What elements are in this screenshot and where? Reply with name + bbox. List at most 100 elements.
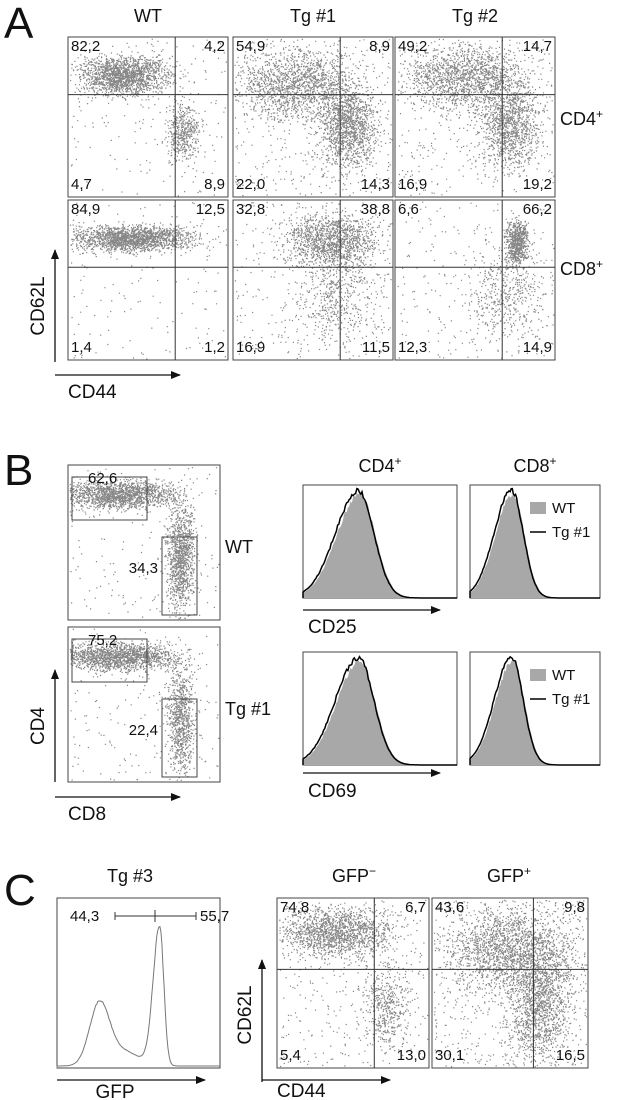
gate-value: 44,3 xyxy=(70,908,99,925)
quadrant-value: 19,2 xyxy=(523,176,552,193)
quadrant-value: 1,4 xyxy=(71,339,92,356)
quadrant-value: 6,7 xyxy=(405,899,426,916)
quadrant-value: 14,3 xyxy=(361,176,390,193)
gate xyxy=(161,536,198,616)
quadrant-value: 4,7 xyxy=(71,176,92,193)
quadrant-value: 16,9 xyxy=(236,339,265,356)
axis-label: CD62L xyxy=(235,985,256,1044)
histogram-line xyxy=(56,925,220,1068)
legend-swatch xyxy=(530,502,546,514)
plot-frame xyxy=(67,199,229,361)
quadrant-value: 9,8 xyxy=(564,899,585,916)
plot-frame xyxy=(67,464,221,621)
quadrant-value: 16,5 xyxy=(556,1047,585,1064)
panel-label: A xyxy=(4,0,34,48)
quadrant-value: 22,0 xyxy=(236,176,265,193)
histogram-fill xyxy=(470,661,600,765)
axis-label: GFP xyxy=(95,1082,134,1100)
column-header-main: CD8 xyxy=(513,456,549,476)
quadrant-value: 12,3 xyxy=(398,339,427,356)
quadrant-value: 84,9 xyxy=(71,201,100,218)
histogram-line xyxy=(302,487,457,599)
axis-label: CD44 xyxy=(68,382,117,403)
row-label-sup: + xyxy=(596,257,603,271)
gate xyxy=(161,698,198,778)
gate xyxy=(71,638,148,683)
quadrant-value: 30,1 xyxy=(435,1047,464,1064)
quadrant-value: 11,5 xyxy=(362,339,390,356)
gate-value: 62,6 xyxy=(88,470,117,487)
column-header: Tg #2 xyxy=(452,6,498,26)
panel-label: C xyxy=(4,866,36,915)
axis-label: CD4 xyxy=(28,707,49,745)
axis-label: CD62L xyxy=(28,276,49,335)
legend-label: WT xyxy=(552,667,575,684)
column-header-sup: − xyxy=(369,864,376,878)
quadrant-value: 16,9 xyxy=(398,176,427,193)
column-header: CD4+ xyxy=(358,454,401,476)
histogram-line xyxy=(469,487,600,599)
quadrant-value: 49,2 xyxy=(398,38,427,55)
quadrant-value: 8,9 xyxy=(369,38,390,55)
column-header-sup: + xyxy=(395,454,402,468)
row-label: Tg #1 xyxy=(225,699,271,719)
events xyxy=(397,201,555,359)
axis-label: CD44 xyxy=(277,1081,326,1100)
histogram-fill xyxy=(303,492,457,598)
quadrant-value: 43,6 xyxy=(435,899,464,916)
column-header: Tg #1 xyxy=(290,6,336,26)
plot-frame xyxy=(394,36,556,198)
legend-swatch xyxy=(530,669,546,681)
row-label-main: CD8 xyxy=(560,259,596,279)
plot-frame xyxy=(232,199,394,361)
quadrant-value: 14,7 xyxy=(523,38,552,55)
quadrant-value: 74,8 xyxy=(280,899,309,916)
axis-label: CD8 xyxy=(68,804,106,825)
quadrant-value: 1,2 xyxy=(204,339,225,356)
quadrant-value: 4,2 xyxy=(204,38,225,55)
quadrant-value: 6,6 xyxy=(398,201,419,218)
gate-value: 34,3 xyxy=(129,560,158,577)
row-label: CD4+ xyxy=(560,107,603,129)
column-header-main: GFP xyxy=(332,866,369,886)
column-header: CD8+ xyxy=(513,454,556,476)
axis-label: CD25 xyxy=(308,617,357,638)
column-header-main: CD4 xyxy=(358,456,394,476)
plot-frame xyxy=(431,897,589,1069)
legend-label: WT xyxy=(552,500,575,517)
column-header-main: GFP xyxy=(487,866,524,886)
row-label-sup: + xyxy=(596,107,603,121)
histogram-fill xyxy=(470,494,600,598)
quadrant-value: 5,4 xyxy=(280,1047,301,1064)
column-header: GFP− xyxy=(332,864,376,886)
quadrant-value: 8,9 xyxy=(204,176,225,193)
quadrant-value: 82,2 xyxy=(71,38,100,55)
axis-label: CD69 xyxy=(308,781,357,802)
legend-label: Tg #1 xyxy=(552,691,590,708)
row-label: CD8+ xyxy=(560,257,603,279)
events xyxy=(70,38,227,197)
quadrant-value: 14,9 xyxy=(523,339,552,356)
events xyxy=(69,202,227,360)
quadrant-value: 12,5 xyxy=(196,201,225,218)
plot-frame xyxy=(232,36,394,198)
events xyxy=(69,467,220,620)
quadrant-value: 38,8 xyxy=(361,201,390,218)
panel-label: B xyxy=(4,446,33,495)
quadrant-value: 66,2 xyxy=(523,201,552,218)
quadrant-value: 32,8 xyxy=(236,201,265,218)
events xyxy=(69,628,220,781)
events xyxy=(234,201,393,360)
gate-value: 55,7 xyxy=(200,908,229,925)
quadrant-value: 54,9 xyxy=(236,38,265,55)
plot-frame xyxy=(67,36,229,198)
quadrant-value: 13,0 xyxy=(397,1047,426,1064)
plot-frame xyxy=(67,626,221,783)
plot-frame xyxy=(56,897,221,1069)
column-header: GFP+ xyxy=(487,864,531,886)
column-header: WT xyxy=(134,6,162,26)
legend-label: Tg #1 xyxy=(552,524,590,541)
row-label: WT xyxy=(225,537,253,557)
